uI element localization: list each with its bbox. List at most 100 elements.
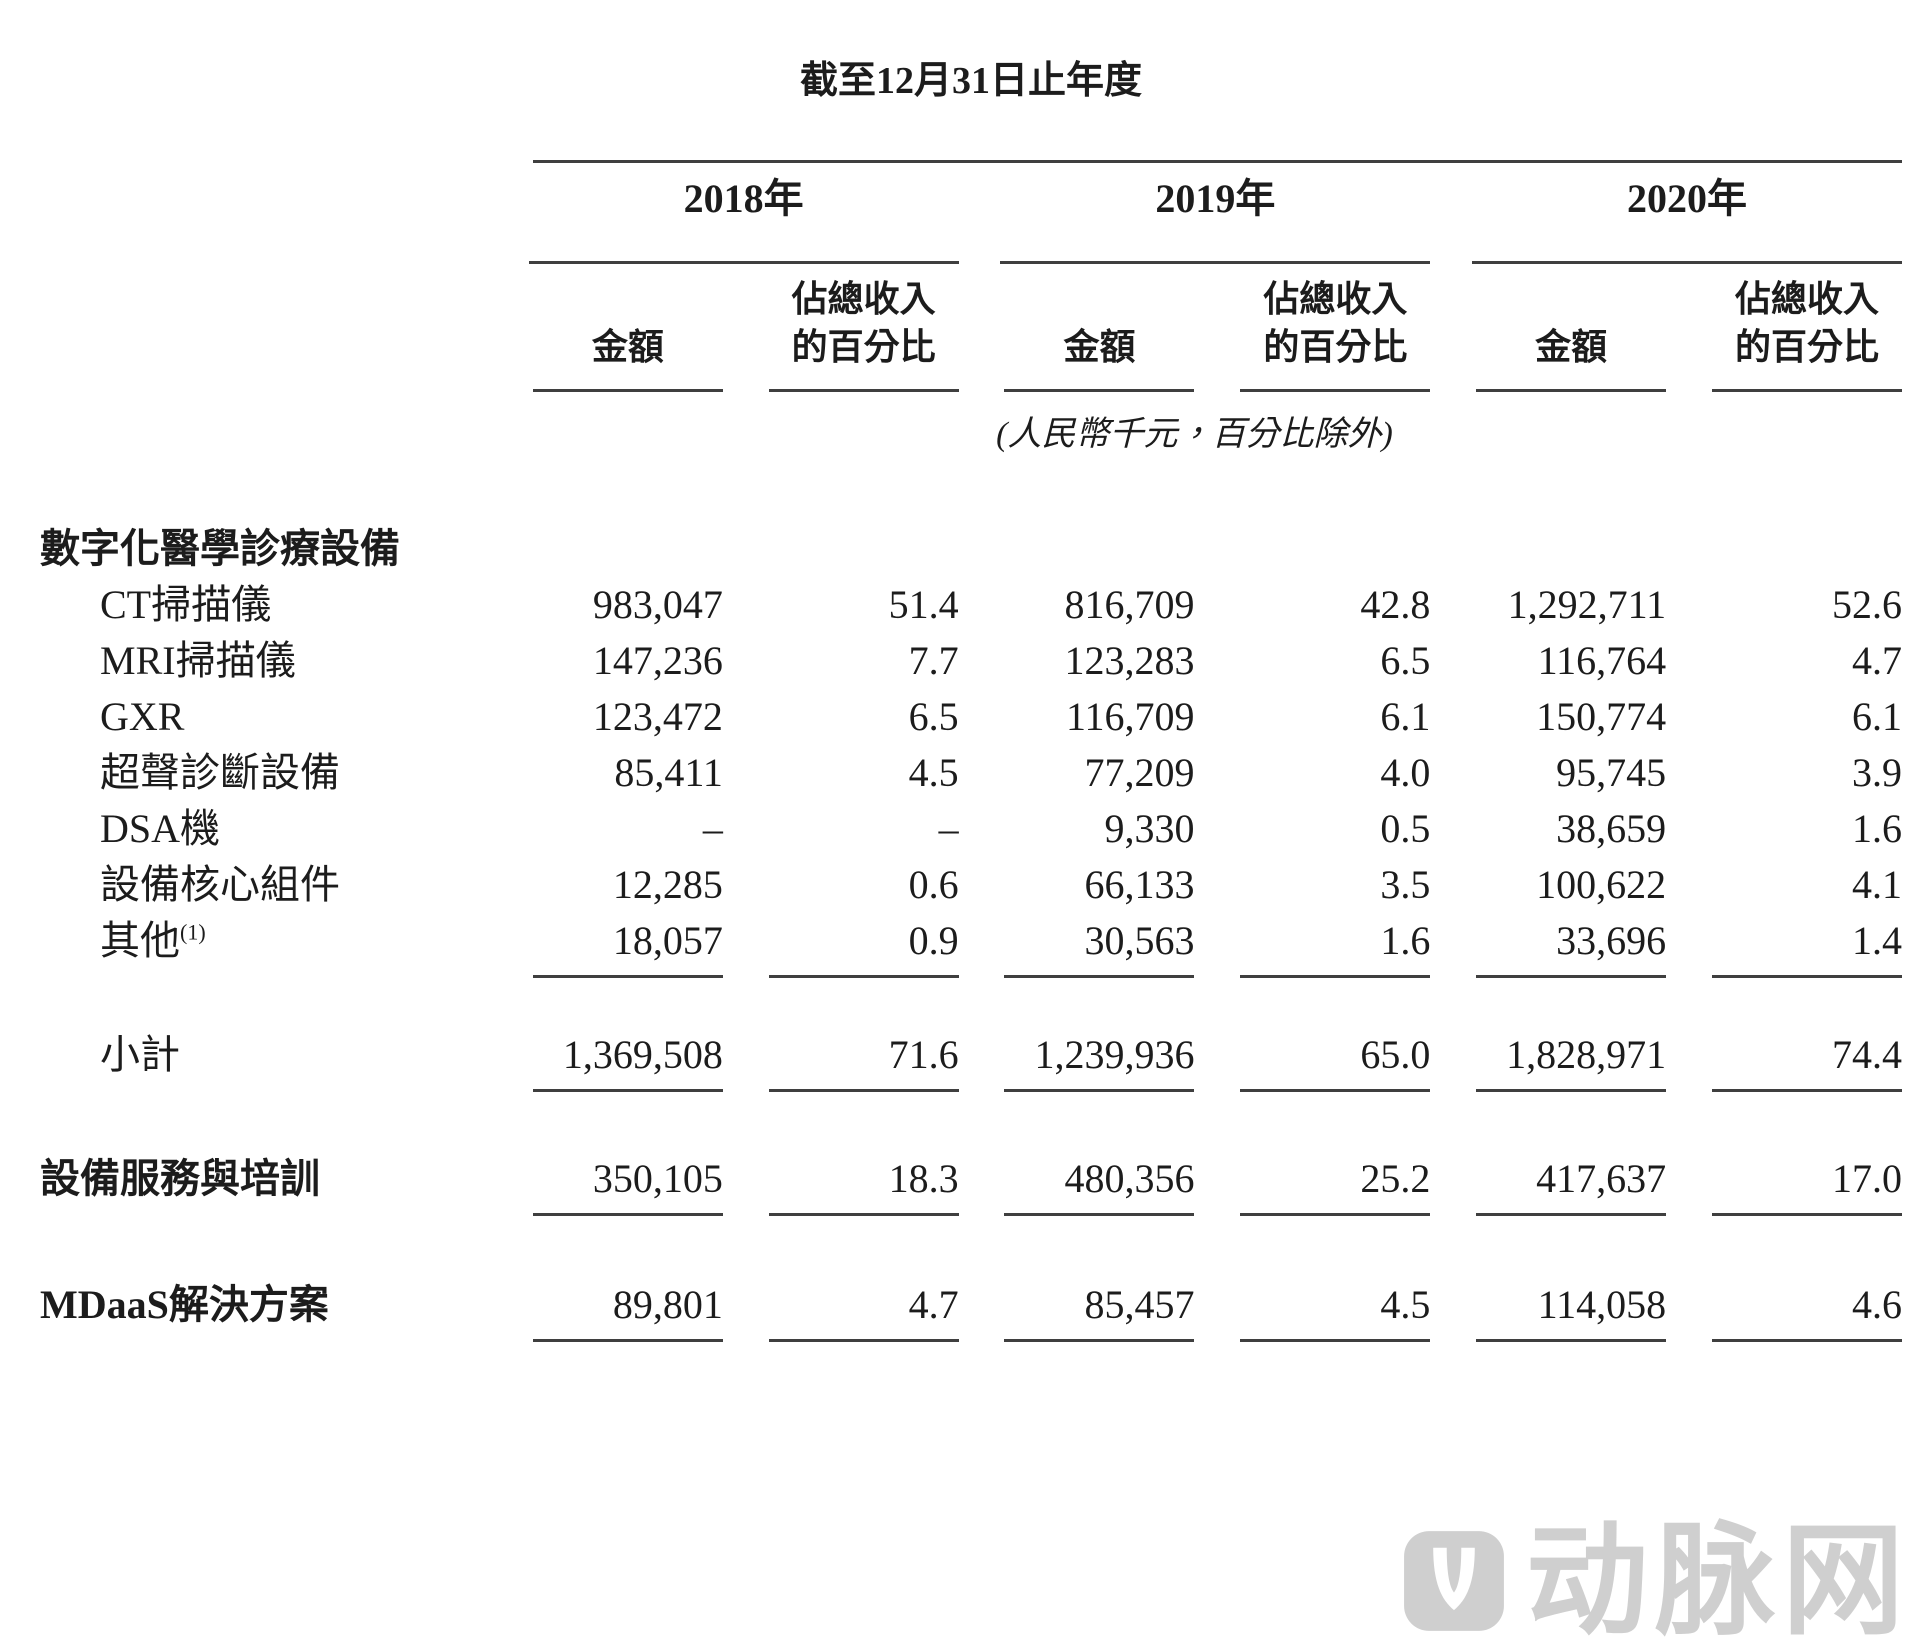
pct-2019: 6.1 [1380, 694, 1431, 739]
row-label: GXR [100, 694, 185, 739]
table-row: 設備核心組件 12,285 0.6 66,133 3.5 100,622 4.1 [40, 857, 1902, 913]
period-header: 截至12月31日止年度 [799, 60, 1142, 102]
year-rule-row [40, 251, 1902, 269]
amount-2020: 95,745 [1556, 750, 1667, 795]
row-label: 小計 [100, 1032, 180, 1077]
pct-2020: 74.4 [1711, 1027, 1902, 1092]
pct-2018: 7.7 [908, 638, 959, 683]
period-header-rule-row [40, 150, 1902, 168]
pct-2018: 51.4 [888, 582, 959, 627]
section-label: 數字化醫學診療設備 [40, 526, 400, 571]
pct-2019: 1.6 [1240, 913, 1431, 978]
amount-2020: 116,764 [1537, 638, 1667, 683]
row-label: 設備核心組件 [100, 862, 340, 907]
amount-2020: 417,637 [1476, 1151, 1667, 1216]
pct-2018: 4.7 [768, 1277, 959, 1342]
row-label: 設備服務與培訓 [40, 1156, 320, 1201]
pct-2018: 0.6 [908, 862, 959, 907]
pct-column-header-2020: 佔總收入 的百分比 [1734, 279, 1879, 367]
pct-2018: 71.6 [768, 1027, 959, 1092]
mdaas-row: MDaaS解決方案 89,801 4.7 85,457 4.5 114,058 … [40, 1277, 1902, 1342]
pct-2020: 3.9 [1851, 750, 1902, 795]
amount-2019: 85,457 [1004, 1277, 1195, 1342]
amount-2020: 114,058 [1476, 1277, 1667, 1342]
year-2019-header: 2019年 [1155, 176, 1276, 221]
amount-2019: 816,709 [1064, 582, 1195, 627]
amount-2019: 77,209 [1084, 750, 1195, 795]
pct-2020: 4.7 [1851, 638, 1902, 683]
watermark-text: 动脉网 [1526, 1513, 1910, 1649]
row-label: MRI掃描儀 [100, 638, 296, 683]
pct-2019: 25.2 [1240, 1151, 1431, 1216]
pct-2018: 0.9 [768, 913, 959, 978]
table-row: DSA機 – – 9,330 0.5 38,659 1.6 [40, 801, 1902, 857]
amount-2018: 147,236 [592, 638, 723, 683]
amount-2020: 1,828,971 [1476, 1027, 1667, 1092]
year-2018-header: 2018年 [683, 176, 804, 221]
row-label: MDaaS解決方案 [40, 1282, 329, 1327]
amount-2018: 89,801 [532, 1277, 723, 1342]
amount-column-header-2018: 金額 [591, 327, 664, 367]
amount-2018: – [702, 806, 723, 851]
amount-column-header-2019: 金額 [1063, 327, 1136, 367]
pct-2020: 17.0 [1711, 1151, 1902, 1216]
horizontal-rule [1240, 389, 1431, 392]
amount-2019: 9,330 [1104, 806, 1195, 851]
horizontal-rule [1711, 389, 1902, 392]
amount-2018: 123,472 [592, 694, 723, 739]
pct-2018: 18.3 [768, 1151, 959, 1216]
row-label: CT掃描儀 [100, 582, 272, 627]
currency-unit-note: (人民幣千元，百分比除外) [996, 416, 1393, 453]
horizontal-rule [533, 160, 1902, 163]
subtotal-row: 小計 1,369,508 71.6 1,239,936 65.0 1,828,9… [40, 1027, 1902, 1092]
amount-2019: 1,239,936 [1004, 1027, 1195, 1092]
column-header-row: 金額 佔總收入 的百分比 金額 佔總收入 的百分比 金額 佔總收入 的百分比 [40, 275, 1902, 371]
pct-2020: 1.4 [1711, 913, 1902, 978]
table-row: GXR 123,472 6.5 116,709 6.1 150,774 6.1 [40, 689, 1902, 745]
column-rule-row [40, 379, 1902, 397]
pct-2019: 4.5 [1240, 1277, 1431, 1342]
prospectus-page: { "header": { "span": "截至12月31日止年度", "ye… [0, 56, 1924, 1648]
pct-2020: 1.6 [1851, 806, 1902, 851]
amount-column-header-2020: 金額 [1535, 327, 1608, 367]
pct-2020: 6.1 [1851, 694, 1902, 739]
pct-2018: – [938, 806, 959, 851]
table-row: 超聲診斷設備 85,411 4.5 77,209 4.0 95,745 3.9 [40, 745, 1902, 801]
table-header-period-row: 截至12月31日止年度 [40, 56, 1902, 114]
pct-2019: 4.0 [1380, 750, 1431, 795]
pct-2019: 42.8 [1360, 582, 1431, 627]
amount-2020: 100,622 [1536, 862, 1667, 907]
pct-2019: 6.5 [1380, 638, 1431, 683]
amount-2019: 116,709 [1065, 694, 1195, 739]
watermark: 动脉网 [1402, 1520, 1910, 1642]
pct-2019: 65.0 [1240, 1027, 1431, 1092]
pct-2018: 4.5 [908, 750, 959, 795]
amount-2018: 12,285 [612, 862, 723, 907]
amount-2019: 66,133 [1084, 862, 1195, 907]
table-row: 其他(1) 18,057 0.9 30,563 1.6 33,696 1.4 [40, 913, 1902, 978]
amount-2020: 1,292,711 [1507, 582, 1667, 627]
amount-2020: 38,659 [1556, 806, 1667, 851]
amount-2019: 30,563 [1004, 913, 1195, 978]
amount-2018: 350,105 [532, 1151, 723, 1216]
amount-2020: 150,774 [1536, 694, 1667, 739]
year-header-row: 2018年 2019年 2020年 [40, 168, 1902, 239]
amount-2020: 33,696 [1476, 913, 1667, 978]
pct-column-header-2018: 佔總收入 的百分比 [791, 279, 936, 367]
horizontal-rule [528, 261, 959, 264]
vcbeat-logo-icon [1404, 1531, 1504, 1631]
pct-2020: 52.6 [1831, 582, 1902, 627]
horizontal-rule [1471, 261, 1902, 264]
row-label: 超聲診斷設備 [100, 750, 340, 795]
pct-2020: 4.6 [1711, 1277, 1902, 1342]
table-row: MRI掃描儀 147,236 7.7 123,283 6.5 116,764 4… [40, 633, 1902, 689]
table-row: CT掃描儀 983,047 51.4 816,709 42.8 1,292,71… [40, 577, 1902, 633]
amount-2018: 983,047 [592, 582, 723, 627]
unit-note-row: (人民幣千元，百分比除外) [40, 413, 1902, 457]
horizontal-rule [1476, 389, 1667, 392]
pct-2018: 6.5 [908, 694, 959, 739]
amount-2019: 123,283 [1064, 638, 1195, 683]
horizontal-rule [1000, 261, 1431, 264]
note-reference: (1) [180, 919, 206, 945]
horizontal-rule [1004, 389, 1195, 392]
